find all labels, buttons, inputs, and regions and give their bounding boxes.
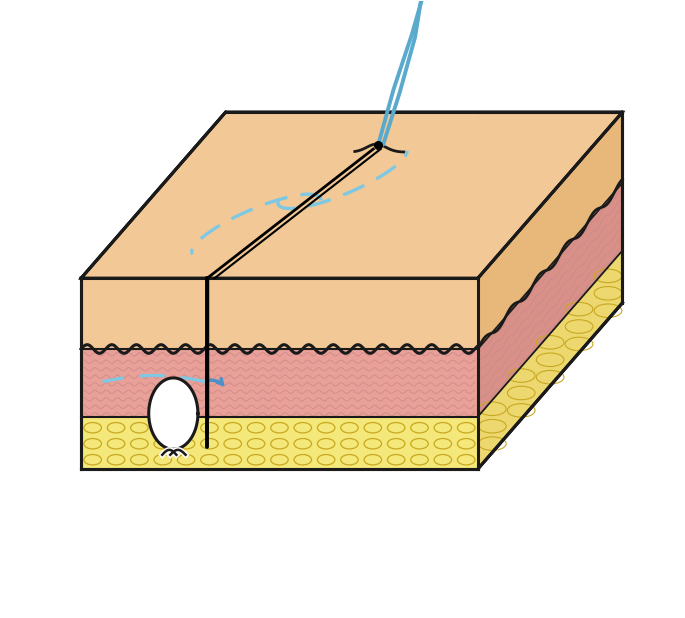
Polygon shape	[478, 112, 623, 349]
Polygon shape	[81, 349, 478, 417]
Polygon shape	[81, 112, 623, 278]
Polygon shape	[81, 278, 478, 349]
Polygon shape	[478, 183, 623, 417]
Polygon shape	[478, 112, 623, 469]
Polygon shape	[81, 417, 478, 469]
Polygon shape	[478, 250, 623, 469]
Polygon shape	[149, 378, 198, 449]
